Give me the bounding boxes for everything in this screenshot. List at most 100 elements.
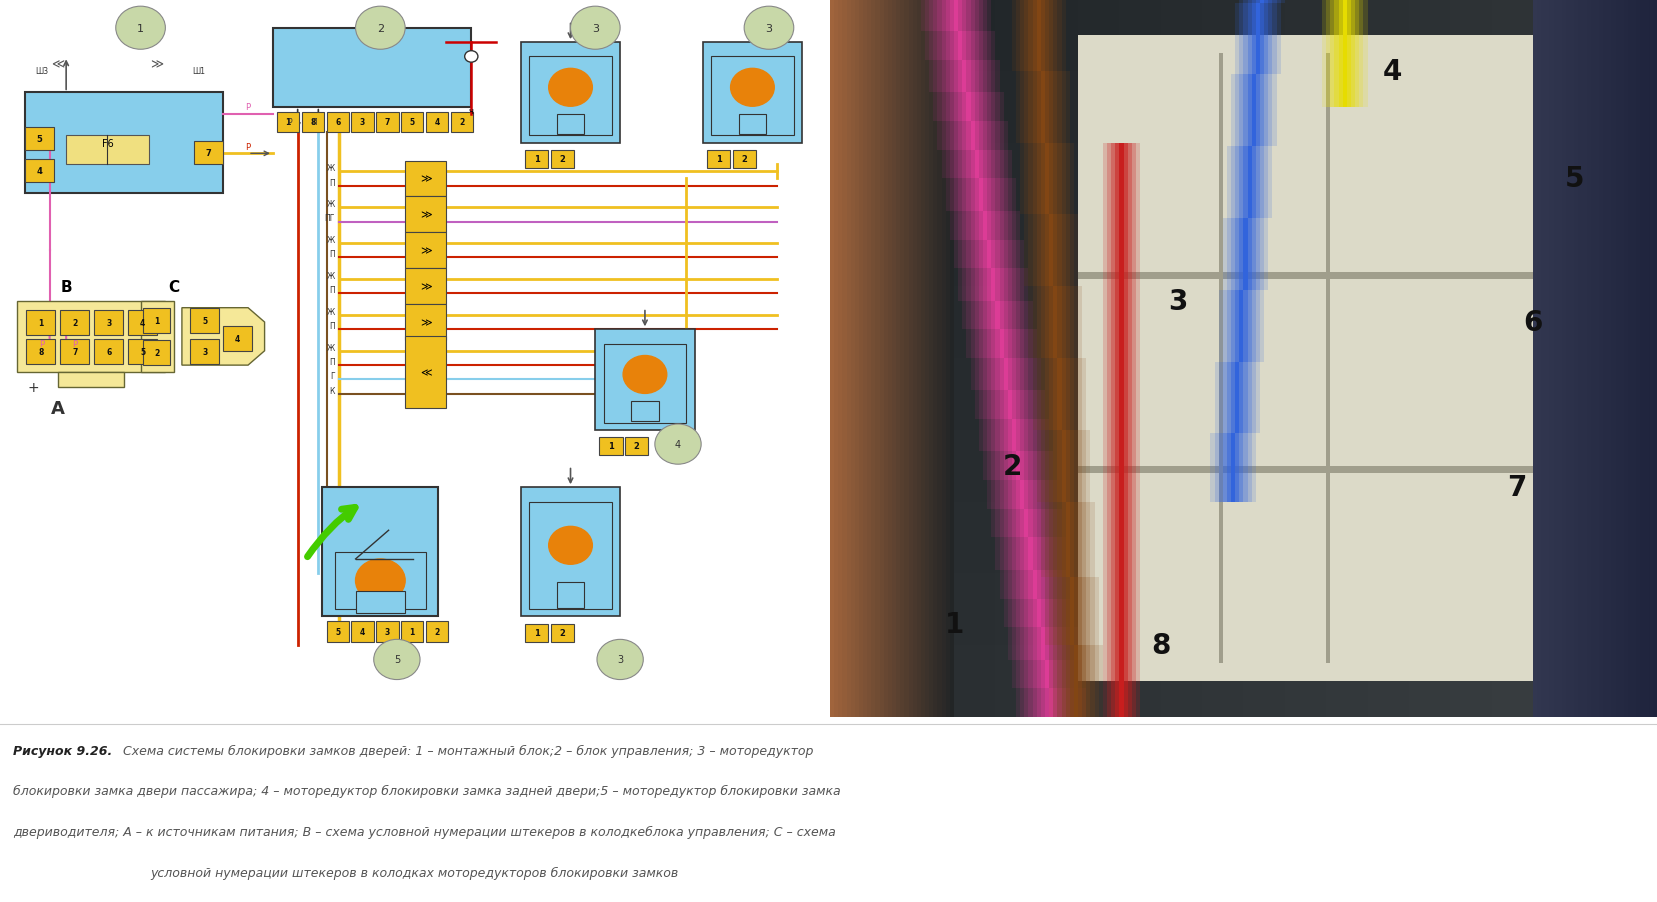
Text: 3: 3 [384,627,389,636]
Bar [732,151,756,169]
Text: 2: 2 [434,627,439,636]
Bar [128,340,157,365]
Bar [143,341,171,365]
Bar [277,113,300,133]
Text: 2: 2 [459,118,464,127]
Circle shape [623,356,666,394]
Bar [520,488,620,617]
Text: 2: 2 [73,318,78,327]
Text: 1: 1 [716,155,721,164]
Circle shape [356,559,406,603]
Bar [27,310,55,336]
Text: ≫: ≫ [419,210,431,220]
Text: 6: 6 [1523,308,1543,336]
Text: С: С [167,280,179,294]
Text: В: В [60,280,71,294]
Bar [94,310,123,336]
Bar [557,115,585,134]
Text: 2: 2 [741,155,747,164]
Bar [25,160,53,183]
Text: 2: 2 [560,155,565,164]
Text: 5: 5 [1564,165,1584,193]
Text: ≪: ≪ [51,58,65,71]
Bar [194,142,224,165]
Text: Ж: Ж [326,308,335,317]
Circle shape [374,640,419,680]
Text: 2: 2 [154,349,159,358]
Bar [27,340,55,365]
Text: Рисунок 9.26.: Рисунок 9.26. [13,744,113,757]
Bar [406,198,446,233]
Bar [550,151,573,169]
Text: ПГ: ПГ [325,214,335,223]
Text: 1: 1 [38,318,43,327]
Bar [406,161,446,198]
Bar [529,502,611,610]
Text: Р: Р [245,103,250,112]
Text: 3: 3 [360,118,365,127]
Text: 5: 5 [36,134,41,143]
Text: 3: 3 [106,318,111,327]
Circle shape [744,7,794,51]
Text: 6: 6 [106,348,111,357]
Bar [525,151,548,169]
Text: 8: 8 [310,118,315,127]
Circle shape [655,425,701,465]
Text: Г: Г [330,372,335,381]
Circle shape [570,7,620,51]
Bar [128,310,157,336]
Text: ≫: ≫ [419,281,431,292]
Text: Ж: Ж [326,164,335,173]
Text: Ж: Ж [326,235,335,244]
Text: 7: 7 [73,348,78,357]
Text: 4: 4 [1382,58,1402,86]
Bar [143,308,171,334]
Text: П: П [330,286,335,295]
Text: 1: 1 [154,317,159,326]
Text: П: П [312,117,316,126]
Bar [631,401,659,421]
Text: 5: 5 [394,655,399,665]
Text: Р: Р [287,117,292,126]
Text: Р: Р [71,340,76,349]
Text: 4: 4 [139,318,146,327]
Polygon shape [58,373,124,387]
Bar [335,552,426,610]
Text: 2: 2 [633,442,640,451]
Bar [376,113,399,133]
Text: Ж: Ж [326,272,335,281]
Circle shape [464,51,477,63]
Text: ≫: ≫ [151,58,164,71]
Text: 5: 5 [202,317,207,326]
Text: 4: 4 [36,167,41,176]
Text: Ж: Ж [326,344,335,353]
Circle shape [548,527,592,565]
Text: П: П [330,179,335,188]
Bar [224,327,252,352]
Text: +: + [27,381,38,394]
Text: 4: 4 [360,627,365,636]
Text: 2: 2 [376,23,384,33]
Text: П: П [330,322,335,331]
Text: 2: 2 [1002,452,1022,480]
Text: А: А [51,400,65,418]
Bar [351,621,374,642]
Text: 8: 8 [38,348,43,357]
Text: 5: 5 [409,118,414,127]
Bar [25,93,224,194]
Bar [25,128,53,151]
Text: 4: 4 [434,118,439,127]
Bar [406,269,446,305]
Text: 3: 3 [766,23,772,33]
Text: П: П [330,250,335,259]
Text: 1: 1 [534,155,540,164]
Bar [426,621,447,642]
Bar [356,592,406,613]
Bar [191,339,219,364]
Bar [406,233,446,269]
Bar [141,301,174,373]
Text: 7: 7 [1506,474,1526,502]
Text: Р: Р [38,340,43,349]
Text: 2: 2 [560,629,565,638]
Text: 6: 6 [335,118,340,127]
